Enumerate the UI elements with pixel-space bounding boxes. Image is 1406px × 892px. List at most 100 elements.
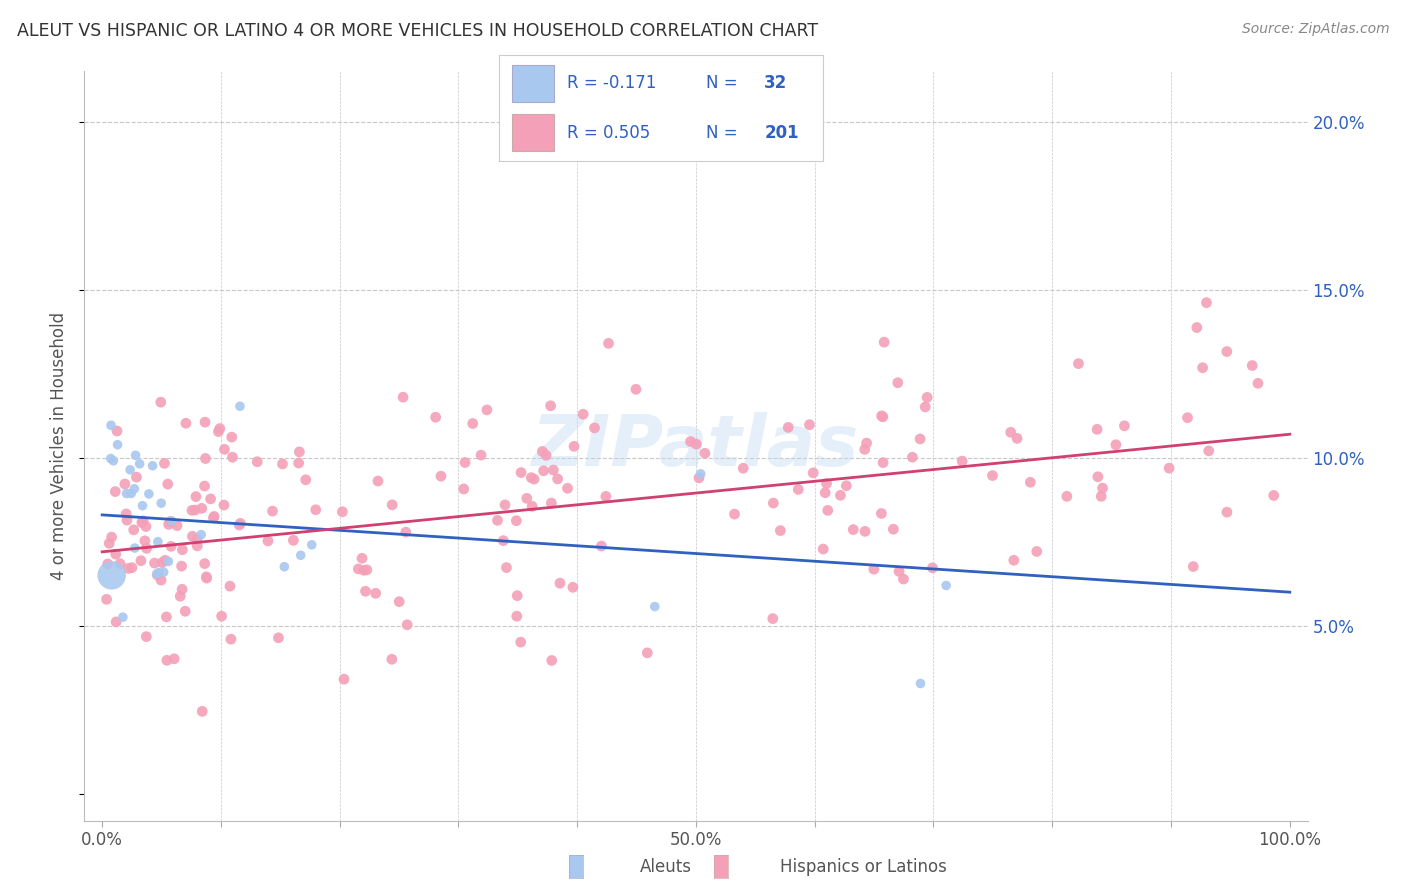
- Point: [105, 615, 128, 629]
- Point: [910, 676, 932, 690]
- Point: [935, 578, 957, 592]
- Point: [193, 479, 215, 493]
- Text: R = 0.505: R = 0.505: [567, 124, 651, 142]
- Point: [153, 553, 176, 567]
- Point: [693, 446, 716, 460]
- Point: [522, 500, 544, 514]
- Point: [540, 399, 562, 413]
- Point: [172, 582, 194, 597]
- Point: [689, 467, 711, 481]
- Point: [624, 382, 647, 396]
- Point: [1025, 544, 1047, 558]
- Point: [103, 454, 125, 468]
- Point: [115, 486, 138, 500]
- Point: [212, 498, 235, 512]
- Point: [262, 504, 284, 518]
- Point: [591, 539, 613, 553]
- Point: [146, 534, 169, 549]
- Point: [135, 541, 157, 556]
- Point: [540, 496, 562, 510]
- Point: [887, 376, 910, 390]
- Point: [194, 415, 217, 429]
- Y-axis label: 4 or more Vehicles in Household: 4 or more Vehicles in Household: [51, 312, 69, 580]
- Point: [1090, 489, 1112, 503]
- Point: [114, 477, 136, 491]
- Point: [547, 472, 569, 486]
- Point: [1177, 410, 1199, 425]
- Point: [1216, 344, 1239, 359]
- Point: [367, 474, 389, 488]
- Point: [1159, 461, 1181, 475]
- Point: [347, 562, 370, 576]
- Point: [595, 489, 617, 503]
- Point: [288, 445, 311, 459]
- Point: [194, 451, 217, 466]
- Point: [211, 609, 233, 624]
- Point: [381, 652, 404, 666]
- Point: [461, 417, 484, 431]
- Point: [150, 573, 173, 587]
- Point: [150, 556, 173, 570]
- Point: [1056, 489, 1078, 503]
- Point: [853, 524, 876, 539]
- Point: [172, 542, 194, 557]
- Point: [1195, 295, 1218, 310]
- Point: [921, 561, 943, 575]
- Point: [855, 436, 877, 450]
- Point: [157, 554, 180, 568]
- Point: [174, 604, 197, 618]
- Point: [157, 517, 180, 532]
- Point: [453, 482, 475, 496]
- Point: [287, 456, 309, 470]
- Point: [181, 503, 204, 517]
- Point: [509, 635, 531, 649]
- Point: [194, 557, 217, 571]
- Point: [124, 482, 146, 496]
- Point: [160, 540, 183, 554]
- Point: [246, 455, 269, 469]
- Point: [769, 524, 792, 538]
- Point: [688, 471, 710, 485]
- Point: [131, 499, 153, 513]
- Point: [283, 533, 305, 548]
- Bar: [512, 65, 554, 102]
- Point: [873, 335, 896, 350]
- Point: [332, 505, 354, 519]
- Point: [981, 468, 1004, 483]
- Point: [333, 672, 356, 686]
- Point: [901, 450, 924, 465]
- Point: [1091, 481, 1114, 495]
- Point: [105, 424, 128, 438]
- Point: [219, 579, 242, 593]
- Point: [815, 476, 838, 491]
- Point: [1185, 320, 1208, 334]
- Point: [396, 617, 419, 632]
- Point: [115, 507, 138, 521]
- Point: [202, 511, 225, 525]
- Point: [190, 527, 212, 541]
- Point: [257, 533, 280, 548]
- Point: [146, 566, 169, 581]
- Point: [733, 461, 755, 475]
- Point: [787, 483, 810, 497]
- Point: [128, 457, 150, 471]
- Point: [221, 430, 243, 444]
- Point: [583, 421, 606, 435]
- Point: [271, 457, 294, 471]
- Point: [510, 466, 533, 480]
- Point: [505, 514, 527, 528]
- Point: [132, 514, 155, 528]
- Text: N =: N =: [706, 74, 738, 92]
- Point: [1241, 359, 1264, 373]
- Point: [124, 448, 146, 462]
- Point: [853, 442, 876, 457]
- Text: Aleuts: Aleuts: [640, 858, 692, 876]
- Point: [548, 576, 571, 591]
- Point: [872, 456, 894, 470]
- Point: [454, 455, 477, 469]
- Point: [1247, 376, 1270, 391]
- Point: [120, 486, 142, 500]
- Point: [723, 507, 745, 521]
- Point: [120, 463, 142, 477]
- Point: [294, 473, 316, 487]
